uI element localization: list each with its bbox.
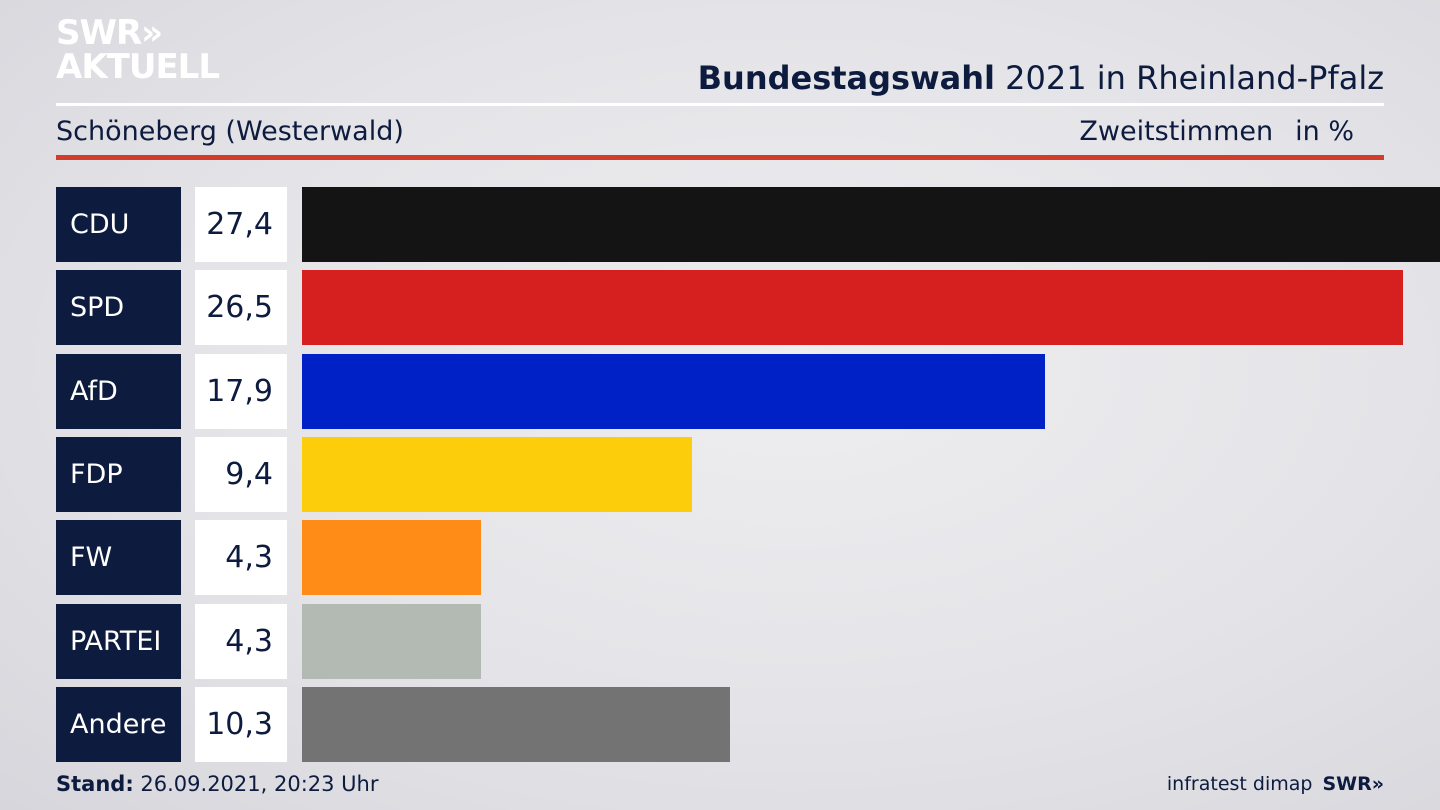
- party-label: Andere: [56, 687, 181, 762]
- party-label: FDP: [56, 437, 181, 512]
- value-label: 4,3: [195, 604, 287, 679]
- party-label: FW: [56, 520, 181, 595]
- value-label: 10,3: [195, 687, 287, 762]
- vote-type: Zweitstimmen: [1079, 116, 1274, 147]
- bar-fdp: [302, 437, 692, 512]
- header-divider: [56, 103, 1384, 106]
- title-bold: Bundestagswahl: [697, 59, 995, 97]
- swr-aktuell-logo: SWR» AKTUELL: [56, 13, 220, 87]
- party-label: AfD: [56, 354, 181, 429]
- source-label: infratest dimap: [1166, 773, 1313, 795]
- stand-value: 26.09.2021, 20:23 Uhr: [133, 772, 379, 796]
- bar-cdu: [302, 187, 1440, 262]
- bar-spd: [302, 270, 1403, 345]
- measure-label: Zweitstimmen in %: [1079, 114, 1354, 150]
- party-label: CDU: [56, 187, 181, 262]
- value-label: 9,4: [195, 437, 287, 512]
- swr-footer-logo: SWR»: [1322, 773, 1384, 795]
- page-title: Bundestagswahl 2021 in Rheinland-Pfalz: [698, 58, 1384, 98]
- value-label: 4,3: [195, 520, 287, 595]
- party-label: SPD: [56, 270, 181, 345]
- unit-label: in %: [1295, 116, 1354, 147]
- party-label: PARTEI: [56, 604, 181, 679]
- constituency-name: Schöneberg (Westerwald): [56, 116, 404, 147]
- timestamp: Stand: 26.09.2021, 20:23 Uhr: [56, 770, 379, 798]
- bar-andere: [302, 687, 730, 762]
- accent-divider: [56, 155, 1384, 160]
- value-label: 26,5: [195, 270, 287, 345]
- bar-afd: [302, 354, 1045, 429]
- bar-partei: [302, 604, 481, 679]
- bar-fw: [302, 520, 481, 595]
- value-label: 27,4: [195, 187, 287, 262]
- value-label: 17,9: [195, 354, 287, 429]
- source-credit: infratest dimap SWR»: [1167, 770, 1384, 798]
- stand-label: Stand:: [56, 772, 134, 796]
- logo-line-1: SWR»: [56, 13, 163, 53]
- logo-line-2: AKTUELL: [56, 47, 220, 87]
- title-rest: 2021 in Rheinland-Pfalz: [995, 59, 1384, 97]
